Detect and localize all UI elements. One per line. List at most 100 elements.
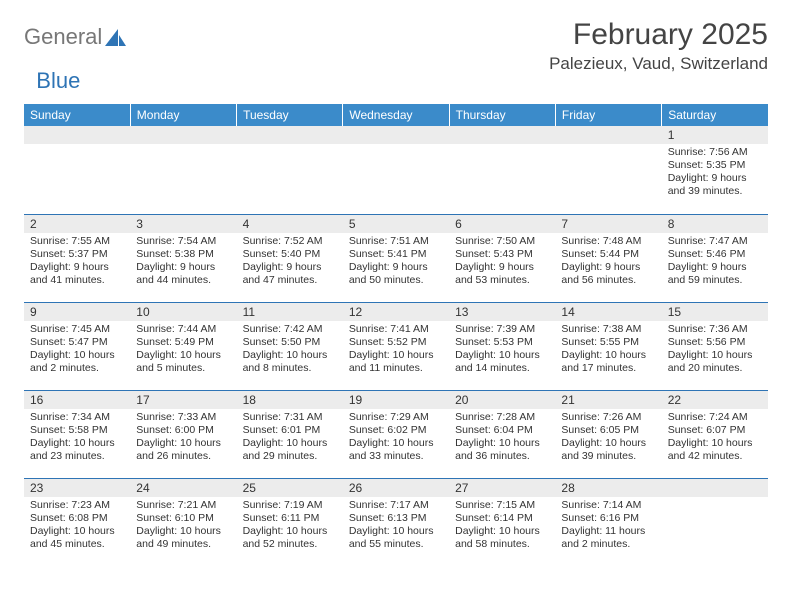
day-number: 26	[343, 479, 449, 497]
sunset-line: Sunset: 6:14 PM	[455, 512, 549, 525]
day-details: Sunrise: 7:15 AMSunset: 6:14 PMDaylight:…	[449, 497, 555, 556]
weekday-header: Saturday	[662, 104, 768, 126]
calendar-day-cell: 3Sunrise: 7:54 AMSunset: 5:38 PMDaylight…	[130, 214, 236, 302]
weekday-header: Tuesday	[237, 104, 343, 126]
daylight-line: Daylight: 10 hours and 20 minutes.	[668, 349, 762, 375]
day-number: 14	[555, 303, 661, 321]
sunset-line: Sunset: 6:13 PM	[349, 512, 443, 525]
day-number: 16	[24, 391, 130, 409]
daylight-line: Daylight: 11 hours and 2 minutes.	[561, 525, 655, 551]
daylight-line: Daylight: 10 hours and 14 minutes.	[455, 349, 549, 375]
day-details: Sunrise: 7:51 AMSunset: 5:41 PMDaylight:…	[343, 233, 449, 292]
sunset-line: Sunset: 5:53 PM	[455, 336, 549, 349]
day-number: 21	[555, 391, 661, 409]
day-details: Sunrise: 7:34 AMSunset: 5:58 PMDaylight:…	[24, 409, 130, 468]
sunset-line: Sunset: 5:55 PM	[561, 336, 655, 349]
sunrise-line: Sunrise: 7:41 AM	[349, 323, 443, 336]
day-details: Sunrise: 7:29 AMSunset: 6:02 PMDaylight:…	[343, 409, 449, 468]
day-details: Sunrise: 7:38 AMSunset: 5:55 PMDaylight:…	[555, 321, 661, 380]
sunrise-line: Sunrise: 7:56 AM	[668, 146, 762, 159]
calendar-week-row: 2Sunrise: 7:55 AMSunset: 5:37 PMDaylight…	[24, 214, 768, 302]
daylight-line: Daylight: 10 hours and 42 minutes.	[668, 437, 762, 463]
calendar-day-cell: 8Sunrise: 7:47 AMSunset: 5:46 PMDaylight…	[662, 214, 768, 302]
calendar-day-cell: 1Sunrise: 7:56 AMSunset: 5:35 PMDaylight…	[662, 126, 768, 214]
sunrise-line: Sunrise: 7:45 AM	[30, 323, 124, 336]
sunset-line: Sunset: 5:46 PM	[668, 248, 762, 261]
sunrise-line: Sunrise: 7:44 AM	[136, 323, 230, 336]
sunset-line: Sunset: 5:50 PM	[243, 336, 337, 349]
sunrise-line: Sunrise: 7:39 AM	[455, 323, 549, 336]
day-details: Sunrise: 7:45 AMSunset: 5:47 PMDaylight:…	[24, 321, 130, 380]
location: Palezieux, Vaud, Switzerland	[549, 54, 768, 74]
calendar-body: 1Sunrise: 7:56 AMSunset: 5:35 PMDaylight…	[24, 126, 768, 566]
sunset-line: Sunset: 6:07 PM	[668, 424, 762, 437]
day-number: 19	[343, 391, 449, 409]
title-block: February 2025 Palezieux, Vaud, Switzerla…	[549, 18, 768, 74]
calendar-day-cell: 22Sunrise: 7:24 AMSunset: 6:07 PMDayligh…	[662, 390, 768, 478]
calendar-table: SundayMondayTuesdayWednesdayThursdayFrid…	[24, 104, 768, 566]
sunset-line: Sunset: 6:11 PM	[243, 512, 337, 525]
day-details: Sunrise: 7:54 AMSunset: 5:38 PMDaylight:…	[130, 233, 236, 292]
sunrise-line: Sunrise: 7:38 AM	[561, 323, 655, 336]
calendar-day-cell	[343, 126, 449, 214]
day-details: Sunrise: 7:42 AMSunset: 5:50 PMDaylight:…	[237, 321, 343, 380]
sunset-line: Sunset: 6:08 PM	[30, 512, 124, 525]
calendar-header-row: SundayMondayTuesdayWednesdayThursdayFrid…	[24, 104, 768, 126]
sunset-line: Sunset: 5:35 PM	[668, 159, 762, 172]
daylight-line: Daylight: 10 hours and 36 minutes.	[455, 437, 549, 463]
sunrise-line: Sunrise: 7:31 AM	[243, 411, 337, 424]
day-number: 15	[662, 303, 768, 321]
sunrise-line: Sunrise: 7:14 AM	[561, 499, 655, 512]
weekday-header: Wednesday	[343, 104, 449, 126]
daylight-line: Daylight: 10 hours and 5 minutes.	[136, 349, 230, 375]
calendar-day-cell: 16Sunrise: 7:34 AMSunset: 5:58 PMDayligh…	[24, 390, 130, 478]
sunrise-line: Sunrise: 7:19 AM	[243, 499, 337, 512]
calendar-day-cell	[449, 126, 555, 214]
day-details: Sunrise: 7:50 AMSunset: 5:43 PMDaylight:…	[449, 233, 555, 292]
calendar-week-row: 23Sunrise: 7:23 AMSunset: 6:08 PMDayligh…	[24, 478, 768, 566]
sunset-line: Sunset: 5:43 PM	[455, 248, 549, 261]
sunrise-line: Sunrise: 7:21 AM	[136, 499, 230, 512]
sunset-line: Sunset: 6:02 PM	[349, 424, 443, 437]
day-details: Sunrise: 7:52 AMSunset: 5:40 PMDaylight:…	[237, 233, 343, 292]
calendar-day-cell: 28Sunrise: 7:14 AMSunset: 6:16 PMDayligh…	[555, 478, 661, 566]
day-number: 6	[449, 215, 555, 233]
sunset-line: Sunset: 6:04 PM	[455, 424, 549, 437]
day-number: 17	[130, 391, 236, 409]
weekday-header: Sunday	[24, 104, 130, 126]
calendar-day-cell: 23Sunrise: 7:23 AMSunset: 6:08 PMDayligh…	[24, 478, 130, 566]
sunrise-line: Sunrise: 7:34 AM	[30, 411, 124, 424]
weekday-header: Friday	[555, 104, 661, 126]
day-details: Sunrise: 7:36 AMSunset: 5:56 PMDaylight:…	[662, 321, 768, 380]
day-number: 25	[237, 479, 343, 497]
day-details: Sunrise: 7:41 AMSunset: 5:52 PMDaylight:…	[343, 321, 449, 380]
daylight-line: Daylight: 10 hours and 45 minutes.	[30, 525, 124, 551]
daylight-line: Daylight: 9 hours and 39 minutes.	[668, 172, 762, 198]
calendar-day-cell	[130, 126, 236, 214]
daylight-line: Daylight: 9 hours and 56 minutes.	[561, 261, 655, 287]
day-details: Sunrise: 7:47 AMSunset: 5:46 PMDaylight:…	[662, 233, 768, 292]
sunrise-line: Sunrise: 7:54 AM	[136, 235, 230, 248]
day-details: Sunrise: 7:23 AMSunset: 6:08 PMDaylight:…	[24, 497, 130, 556]
calendar-week-row: 16Sunrise: 7:34 AMSunset: 5:58 PMDayligh…	[24, 390, 768, 478]
day-number: 4	[237, 215, 343, 233]
sunrise-line: Sunrise: 7:17 AM	[349, 499, 443, 512]
sunrise-line: Sunrise: 7:28 AM	[455, 411, 549, 424]
day-details: Sunrise: 7:33 AMSunset: 6:00 PMDaylight:…	[130, 409, 236, 468]
day-number: 12	[343, 303, 449, 321]
sunset-line: Sunset: 5:40 PM	[243, 248, 337, 261]
day-number: 2	[24, 215, 130, 233]
logo-sail-icon	[105, 29, 127, 47]
calendar-day-cell: 17Sunrise: 7:33 AMSunset: 6:00 PMDayligh…	[130, 390, 236, 478]
daylight-line: Daylight: 9 hours and 41 minutes.	[30, 261, 124, 287]
day-number	[237, 126, 343, 144]
logo: General	[24, 18, 127, 50]
calendar-day-cell: 25Sunrise: 7:19 AMSunset: 6:11 PMDayligh…	[237, 478, 343, 566]
sunset-line: Sunset: 5:41 PM	[349, 248, 443, 261]
daylight-line: Daylight: 10 hours and 58 minutes.	[455, 525, 549, 551]
day-number: 23	[24, 479, 130, 497]
calendar-day-cell	[662, 478, 768, 566]
daylight-line: Daylight: 10 hours and 33 minutes.	[349, 437, 443, 463]
day-details: Sunrise: 7:39 AMSunset: 5:53 PMDaylight:…	[449, 321, 555, 380]
day-number: 5	[343, 215, 449, 233]
